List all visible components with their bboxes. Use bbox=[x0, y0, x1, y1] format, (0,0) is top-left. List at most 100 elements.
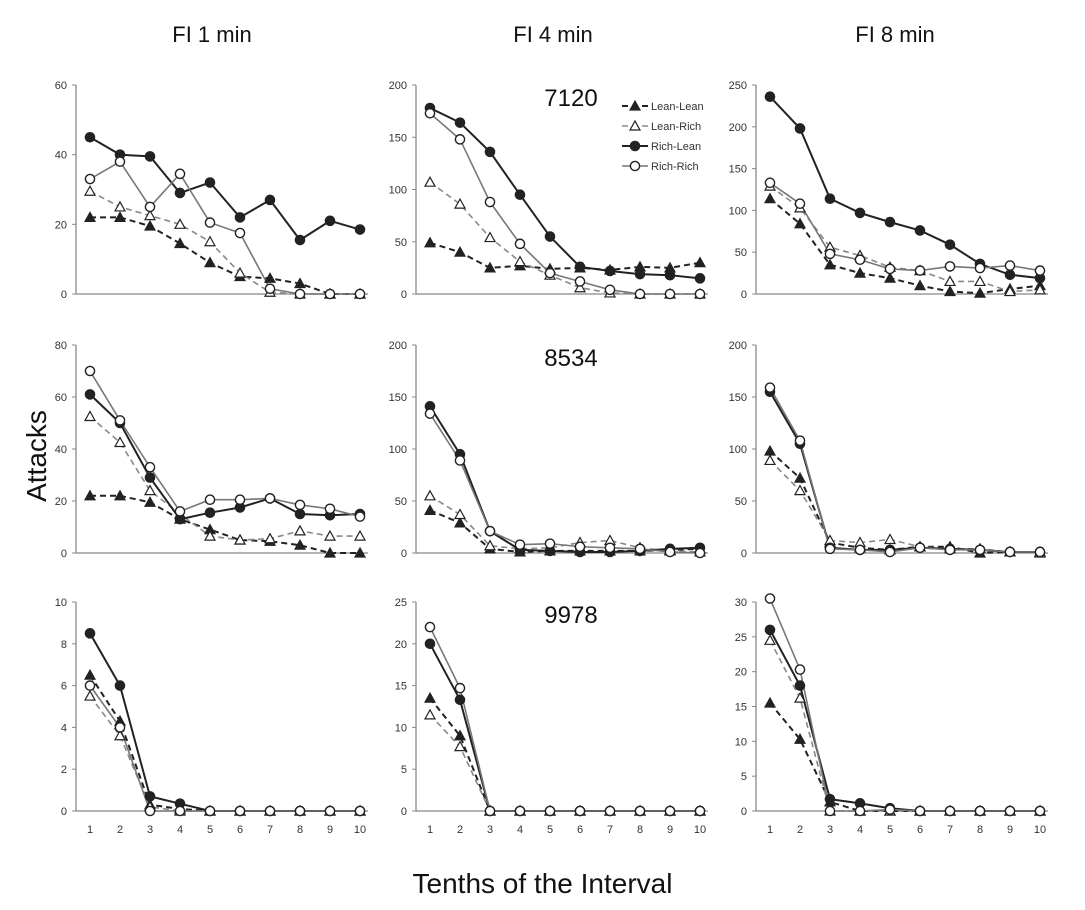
data-point-lean-rich bbox=[793, 691, 807, 703]
series-line-rich-rich bbox=[89, 160, 360, 295]
data-point-lean-rich bbox=[353, 529, 367, 541]
y-tick-label: 100 bbox=[729, 205, 747, 217]
panel-2-1: 0 5 10 15 20 25 1 2 3 4 5 6 7 8 9 10 9978 bbox=[395, 597, 708, 836]
y-tick-label: 0 bbox=[401, 289, 407, 301]
x-tick-label: 3 bbox=[827, 824, 833, 836]
y-tick-label: 0 bbox=[741, 548, 747, 560]
data-point-lean-rich bbox=[453, 740, 467, 752]
x-tick-label: 9 bbox=[327, 824, 333, 836]
data-point-lean-lean bbox=[83, 211, 97, 222]
y-tick-label: 20 bbox=[395, 639, 407, 651]
data-point-rich-lean bbox=[944, 239, 956, 250]
data-point-lean-rich bbox=[453, 508, 467, 520]
data-point-rich-rich bbox=[84, 365, 96, 377]
data-point-rich-rich bbox=[574, 541, 586, 553]
data-point-lean-lean bbox=[203, 256, 217, 268]
data-point-lean-rich bbox=[423, 708, 437, 720]
data-point-lean-lean bbox=[423, 691, 437, 703]
y-tick-label: 15 bbox=[735, 702, 747, 714]
data-point-lean-rich bbox=[113, 200, 127, 212]
column-title-fi-8-min: FI 8 min bbox=[855, 22, 935, 47]
x-tick-label: 1 bbox=[427, 824, 433, 836]
x-tick-label: 4 bbox=[857, 824, 863, 836]
data-point-lean-lean bbox=[83, 489, 97, 501]
data-point-rich-rich bbox=[794, 435, 806, 446]
data-point-rich-lean bbox=[764, 91, 776, 103]
y-tick-label: 0 bbox=[741, 806, 747, 818]
y-tick-label: 150 bbox=[389, 392, 407, 404]
y-tick-label: 10 bbox=[395, 722, 407, 734]
data-point-rich-rich bbox=[664, 546, 676, 558]
series-line-rich-lean bbox=[429, 643, 700, 812]
data-point-rich-rich bbox=[114, 722, 126, 733]
legend-label-rich-rich: Rich-Rich bbox=[651, 161, 699, 173]
data-point-rich-lean bbox=[824, 793, 836, 805]
data-point-rich-rich bbox=[514, 805, 526, 817]
data-point-rich-rich bbox=[854, 805, 866, 817]
data-point-rich-rich bbox=[634, 543, 646, 555]
data-point-lean-lean bbox=[693, 256, 707, 268]
data-point-rich-rich bbox=[204, 805, 216, 817]
data-point-lean-rich bbox=[763, 454, 777, 466]
data-point-rich-rich bbox=[694, 547, 706, 559]
data-point-rich-lean bbox=[84, 131, 96, 143]
data-point-rich-rich bbox=[604, 805, 616, 817]
y-tick-label: 80 bbox=[55, 340, 67, 352]
data-point-rich-rich bbox=[264, 805, 276, 817]
data-point-rich-lean bbox=[324, 215, 336, 227]
x-tick-label: 4 bbox=[517, 824, 523, 836]
data-point-lean-lean bbox=[173, 237, 187, 249]
subject-label: 7120 bbox=[544, 85, 597, 112]
data-point-rich-rich bbox=[424, 621, 436, 633]
data-point-lean-lean bbox=[143, 496, 157, 507]
data-point-rich-rich bbox=[544, 267, 556, 279]
data-point-rich-rich bbox=[324, 288, 336, 300]
data-point-lean-rich bbox=[233, 533, 247, 545]
x-tick-label: 8 bbox=[297, 824, 303, 836]
data-point-rich-rich bbox=[114, 415, 126, 426]
data-point-rich-rich bbox=[514, 539, 526, 550]
series-line-lean-rich bbox=[769, 185, 1041, 293]
y-tick-label: 0 bbox=[61, 289, 67, 301]
y-tick-label: 2 bbox=[61, 764, 67, 776]
data-point-lean-lean bbox=[293, 538, 307, 550]
series-line-rich-rich bbox=[89, 370, 361, 518]
y-tick-label: 150 bbox=[729, 392, 747, 404]
data-point-rich-lean bbox=[114, 680, 126, 691]
series-line-rich-lean bbox=[769, 391, 1040, 553]
data-point-rich-rich bbox=[484, 196, 496, 208]
data-point-rich-rich bbox=[884, 546, 896, 558]
series-line-rich-lean bbox=[429, 107, 701, 280]
data-point-rich-rich bbox=[974, 805, 986, 817]
data-point-rich-lean bbox=[234, 212, 246, 223]
data-point-lean-lean bbox=[763, 444, 777, 456]
y-tick-label: 50 bbox=[735, 496, 747, 508]
y-tick-label: 5 bbox=[401, 764, 407, 776]
data-point-rich-rich bbox=[204, 494, 216, 506]
series-line-lean-rich bbox=[89, 190, 360, 295]
data-point-rich-rich bbox=[544, 538, 556, 549]
data-point-rich-lean bbox=[574, 261, 586, 273]
data-point-lean-rich bbox=[483, 539, 497, 551]
data-point-lean-rich bbox=[763, 634, 777, 645]
series-line-lean-lean bbox=[769, 450, 1040, 555]
data-point-lean-lean bbox=[293, 277, 307, 289]
subject-label: 9978 bbox=[544, 602, 597, 629]
data-point-rich-lean bbox=[144, 472, 156, 483]
data-point-rich-rich bbox=[454, 682, 466, 694]
data-point-rich-lean bbox=[544, 231, 556, 242]
data-point-lean-rich bbox=[203, 529, 217, 541]
y-tick-label: 100 bbox=[389, 185, 407, 197]
data-point-rich-rich bbox=[484, 805, 496, 817]
series-line-lean-rich bbox=[429, 495, 701, 553]
x-tick-label: 7 bbox=[267, 824, 273, 836]
data-point-lean-rich bbox=[233, 266, 247, 278]
series-line-lean-lean bbox=[769, 197, 1041, 295]
data-point-rich-rich bbox=[264, 493, 276, 504]
data-point-lean-rich bbox=[943, 275, 957, 287]
data-point-rich-lean bbox=[454, 117, 466, 128]
data-point-rich-lean bbox=[204, 507, 216, 519]
data-point-rich-lean bbox=[84, 628, 96, 639]
data-point-rich-lean bbox=[634, 268, 646, 280]
